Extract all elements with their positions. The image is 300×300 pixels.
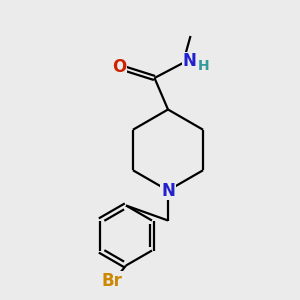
Text: N: N [183,52,196,70]
Text: Br: Br [101,272,122,290]
Text: N: N [161,182,175,200]
Text: H: H [198,59,209,73]
Text: O: O [112,58,127,76]
